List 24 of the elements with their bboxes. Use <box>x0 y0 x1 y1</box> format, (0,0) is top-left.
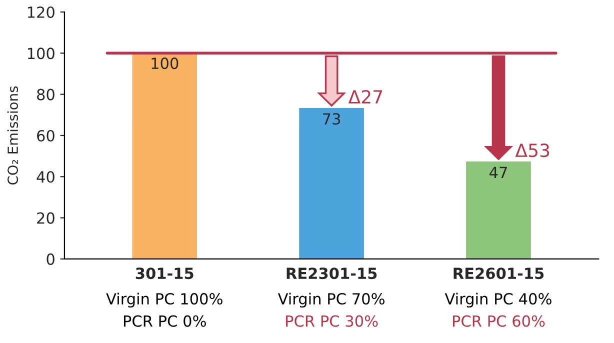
bar <box>466 162 531 259</box>
text: Virgin PC 40% <box>444 292 552 308</box>
y-tick-label: 40 <box>36 171 54 183</box>
text: Virgin PC 70% <box>278 292 384 308</box>
x-tick-label: RE2601-15 <box>454 268 544 280</box>
y-tick-label: 0 <box>46 253 54 265</box>
x-tick-label: 301-15 <box>136 268 194 280</box>
data-label: 47 <box>490 166 507 178</box>
text: PCR PC 30% <box>286 315 378 327</box>
y-tick-label: 20 <box>37 212 54 224</box>
y-tick-label: 120 <box>28 6 54 18</box>
text: PCR PC 60% <box>452 315 545 327</box>
annotation: Δ53 <box>515 144 550 158</box>
text: Virgin PC 100% <box>106 292 222 308</box>
y-axis-title: CO₂ Emissions <box>7 86 18 185</box>
text: PCR PC 0% <box>124 315 206 327</box>
y-tick-label: 80 <box>37 88 54 100</box>
x-tick-label: RE2301-15 <box>286 268 377 280</box>
data-label: 100 <box>152 58 178 70</box>
data-label: 73 <box>323 113 340 125</box>
bar <box>299 108 364 259</box>
y-tick-label: 60 <box>37 130 54 142</box>
annotation: Δ27 <box>348 90 382 104</box>
y-tick-label: 100 <box>28 48 54 60</box>
